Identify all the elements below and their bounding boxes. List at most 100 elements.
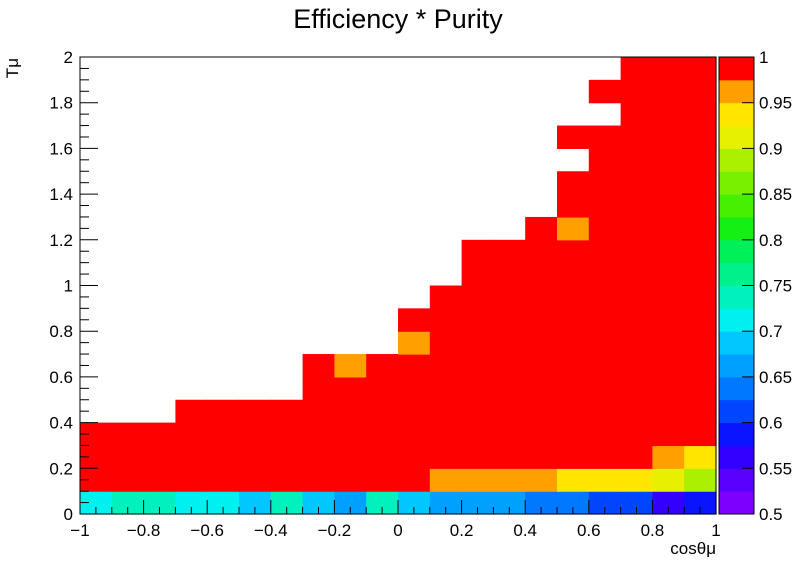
heatmap-cell (111, 445, 145, 469)
heatmap-cell (429, 445, 463, 469)
heatmap-cell (652, 308, 685, 332)
chart-title: Efficiency * Purity (293, 4, 503, 34)
colorbar-tick-label: 0.55 (759, 459, 792, 478)
heatmap-cell (652, 102, 685, 127)
heatmap-cell (493, 399, 526, 424)
heatmap-cell (557, 262, 590, 287)
heatmap-cell (620, 171, 653, 195)
heatmap-cell (652, 376, 685, 401)
heatmap-cell (588, 216, 622, 241)
heatmap-cell (398, 331, 431, 355)
heatmap-cell (80, 445, 113, 469)
heatmap-cell (366, 422, 399, 447)
heatmap-cell (557, 445, 590, 469)
heatmap-cell (239, 422, 272, 447)
heatmap-cell (620, 308, 653, 332)
heatmap-cell (620, 79, 653, 104)
heatmap-cell (588, 148, 622, 172)
heatmap-cell (525, 445, 558, 469)
heatmap-cell (398, 354, 431, 378)
heatmap-cell (525, 376, 558, 401)
heatmap-cell (684, 308, 717, 332)
y-tick-label: 1.8 (49, 94, 73, 113)
heatmap-cell (366, 376, 399, 401)
heatmap-cell (493, 422, 526, 447)
heatmap-cell (652, 331, 685, 355)
heatmap-cell (620, 194, 653, 218)
heatmap-cell (588, 262, 622, 287)
colorbar-segment (719, 171, 754, 195)
colorbar-segment (719, 194, 754, 218)
y-tick-label: 1 (64, 277, 73, 296)
colorbar-segment (719, 468, 754, 492)
heatmap-cell (588, 79, 622, 104)
x-tick-label: 1 (711, 521, 720, 540)
heatmap-cell (111, 468, 145, 492)
y-tick-label: 0.2 (49, 459, 73, 478)
heatmap-cell (366, 354, 399, 378)
x-axis: −1 −0.8 −0.6 −0.4 −0.2 0 0.2 0.4 0.6 0.8 1 (70, 500, 721, 540)
heatmap-cell (398, 376, 431, 401)
heatmap-cell (429, 354, 463, 378)
heatmap-cell (684, 171, 717, 195)
heatmap-cell (684, 102, 717, 127)
heatmap-cell (684, 79, 717, 104)
heatmap-cell (525, 285, 558, 309)
colorbar-tick-label: 1 (759, 48, 768, 67)
heatmap-cell (588, 194, 622, 218)
x-tick-label: 0.4 (513, 521, 537, 540)
heatmap-cell (588, 376, 622, 401)
heatmap-cell (684, 354, 717, 378)
heatmap-cell (207, 491, 240, 515)
colorbar-tick-label: 0.75 (759, 277, 792, 296)
colorbar-segment (719, 57, 754, 81)
heatmap-cell (80, 491, 113, 515)
heatmap-cell (557, 125, 590, 149)
heatmap-cell (493, 239, 526, 264)
heatmap-cell (111, 422, 145, 447)
colorbar-segment (719, 216, 754, 241)
y-tick-label: 1.2 (49, 231, 73, 250)
colorbar-segment (719, 376, 754, 401)
y-tick-label: 0.8 (49, 322, 73, 341)
x-tick-label: 0 (393, 521, 402, 540)
heatmap-cell (557, 285, 590, 309)
colorbar-tick-label: 0.5 (759, 505, 783, 524)
heatmap-cell (525, 491, 558, 515)
heatmap-cell (684, 216, 717, 241)
colorbar-segment (719, 399, 754, 424)
colorbar-segment (719, 445, 754, 469)
heatmap-cell (429, 491, 463, 515)
heatmap-cell (302, 399, 335, 424)
y-axis: 0 0.2 0.4 0.6 0.8 1 1.2 1.4 1.6 1.8 2 (49, 48, 98, 524)
heatmap-cell (493, 468, 526, 492)
heatmap-cell (239, 491, 272, 515)
x-tick-label: −0.8 (127, 521, 161, 540)
heatmap-cell (525, 216, 558, 241)
heatmap-cell (684, 331, 717, 355)
heatmap-cell (525, 422, 558, 447)
x-tick-label: −0.4 (254, 521, 288, 540)
heatmap-cell (620, 102, 653, 127)
y-tick-label: 0.6 (49, 368, 73, 387)
heatmap-cell (429, 376, 463, 401)
heatmap-cell (493, 491, 526, 515)
y-tick-label: 0 (64, 505, 73, 524)
heatmap-cell (588, 239, 622, 264)
colorbar-tick-label: 0.8 (759, 231, 783, 250)
heatmap-cell (493, 445, 526, 469)
heatmap-cell (302, 491, 335, 515)
heatmap-cell (620, 216, 653, 241)
heatmap-cell (620, 445, 653, 469)
heatmap-cell (684, 125, 717, 149)
y-axis-label: Tμ (3, 58, 22, 78)
heatmap-cell (652, 445, 685, 469)
heatmap-cell (620, 331, 653, 355)
heatmap-cell (429, 285, 463, 309)
x-tick-label: −1 (70, 521, 89, 540)
heatmap-cell (652, 422, 685, 447)
colorbar-tick-label: 0.7 (759, 322, 783, 341)
heatmap-cell (143, 468, 176, 492)
heatmap-cell (429, 422, 463, 447)
heatmap-cell (334, 376, 367, 401)
